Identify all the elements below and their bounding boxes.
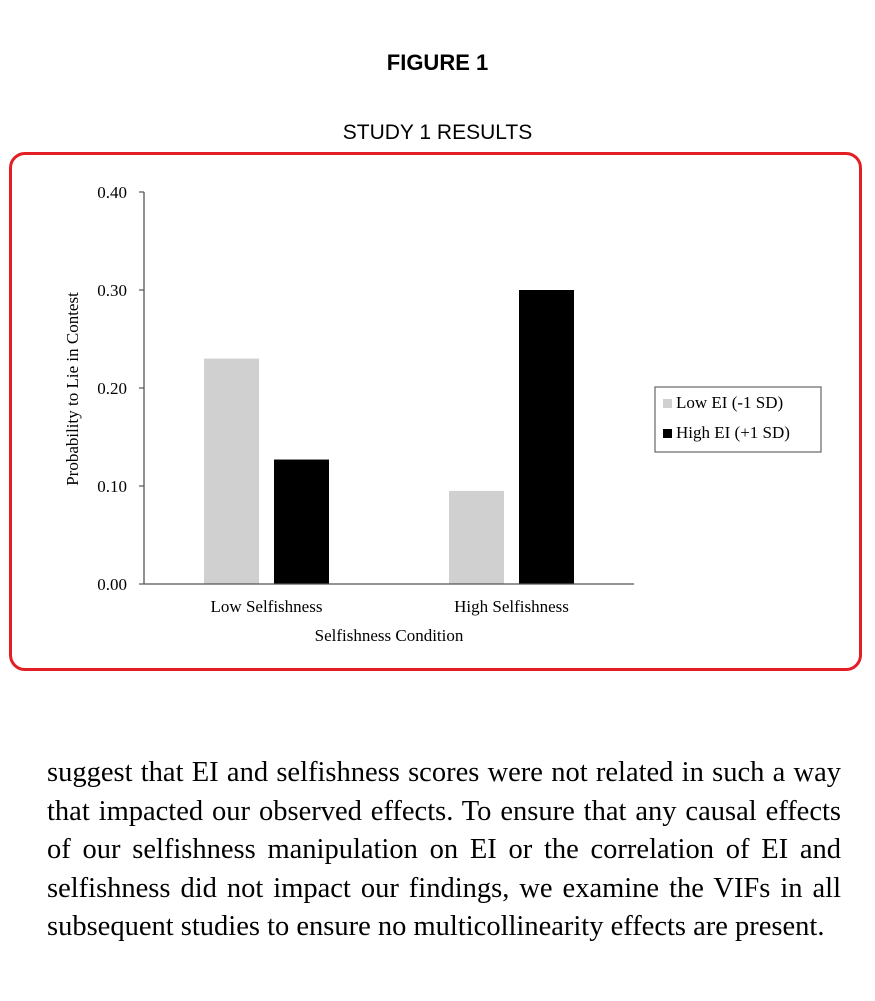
body-paragraph: suggest that EI and selfishness scores w… <box>47 757 841 943</box>
legend-swatch <box>663 399 672 408</box>
bar-chart: 0.00 0.10 0.20 0.30 0.40 Low Selfishness High… <box>63 183 822 645</box>
legend: Low EI (-1 SD) High EI (+1 SD) <box>654 386 822 453</box>
y-tick-label: 0.30 <box>97 281 127 300</box>
x-axis-label: Selfishness Condition <box>315 626 464 645</box>
x-tick-label: Low Selfishness <box>211 597 323 616</box>
figure-title: STUDY 1 RESULTS <box>342 121 533 144</box>
legend-swatch <box>663 429 672 438</box>
bar-low-ei-low-selfishness <box>204 358 259 584</box>
y-tick-label: 0.10 <box>97 477 127 496</box>
legend-label: Low EI (-1 SD) <box>676 393 783 412</box>
legend-box <box>654 386 822 453</box>
bars-group <box>204 290 574 584</box>
chart-highlight-frame <box>9 152 862 671</box>
y-tick-label: 0.20 <box>97 379 127 398</box>
bar-high-ei-high-selfishness <box>519 290 574 584</box>
legend-label: High EI (+1 SD) <box>676 423 790 442</box>
x-tick-label: High Selfishness <box>454 597 569 616</box>
figure-label: FIGURE 1 <box>386 50 489 75</box>
y-axis-label: Probability to Lie in Contest <box>63 292 82 486</box>
y-ticks-group: 0.00 0.10 0.20 0.30 0.40 <box>97 183 144 594</box>
bar-high-ei-low-selfishness <box>274 459 329 584</box>
y-tick-label: 0.00 <box>97 575 127 594</box>
x-ticks-group: Low Selfishness High Selfishness <box>211 597 569 616</box>
y-tick-label: 0.40 <box>97 183 127 202</box>
bar-low-ei-high-selfishness <box>449 490 504 584</box>
